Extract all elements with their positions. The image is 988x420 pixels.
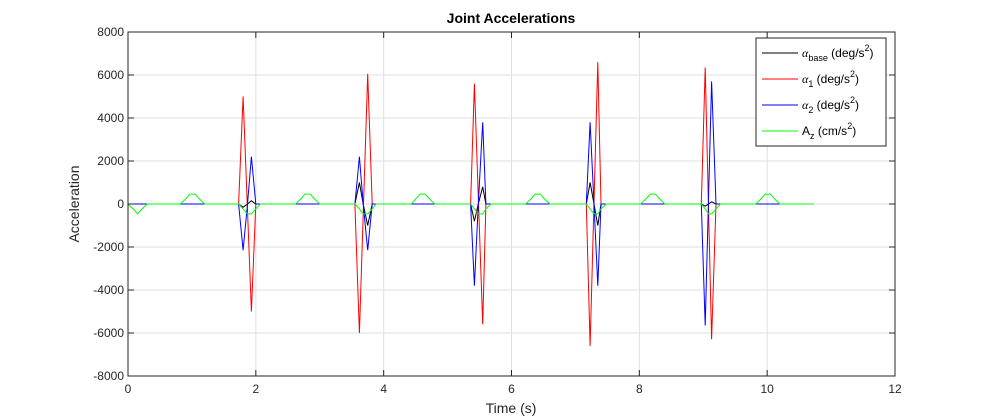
legend-items: αbase (deg/s2) α1 (deg/s2) α2 (deg/s2) Az (…	[762, 43, 874, 141]
x-tick-labels: 0 2 4 6 8 10 12	[125, 382, 902, 396]
ticks	[127, 31, 896, 377]
legend-label: α1 (deg/s2)	[802, 69, 859, 89]
series-line-3	[128, 81, 814, 326]
y-tick-label: -4000	[93, 283, 124, 297]
y-axis-label: Acceleration	[66, 165, 82, 242]
y-tick-label: -8000	[93, 369, 124, 383]
y-tick-label: 2000	[97, 154, 124, 168]
y-tick-label: 8000	[97, 25, 124, 39]
legend-label: α2 (deg/s2)	[802, 95, 859, 115]
x-tick-label: 6	[508, 382, 515, 396]
chart-title: Joint Accelerations	[447, 10, 576, 26]
y-tick-label: -2000	[93, 240, 124, 254]
y-tick-label: 6000	[97, 68, 124, 82]
x-tick-label: 8	[636, 382, 643, 396]
x-axis-label: Time (s)	[486, 400, 537, 416]
legend: αbase (deg/s2) α1 (deg/s2) α2 (deg/s2) Az (…	[755, 37, 887, 147]
x-tick-label: 12	[888, 382, 902, 396]
y-tick-label: -6000	[93, 326, 124, 340]
legend-box	[755, 37, 887, 147]
series-group	[127, 62, 814, 346]
legend-entry-1: αbase (deg/s2)	[762, 43, 874, 63]
legend-entry-2: α1 (deg/s2)	[762, 69, 859, 89]
legend-label: αbase (deg/s2)	[802, 43, 874, 63]
y-tick-labels: 8000 6000 4000 2000 0 -2000 -4000 -6000 -8000	[93, 25, 124, 383]
y-tick-label: 0	[117, 197, 124, 211]
series-line-4	[127, 193, 814, 215]
legend-entry-3: α2 (deg/s2)	[762, 95, 859, 115]
x-tick-label: 0	[125, 382, 132, 396]
x-tick-label: 4	[380, 382, 387, 396]
legend-entry-4: Az (cm/s2)	[762, 121, 856, 141]
x-tick-label: 10	[760, 382, 774, 396]
x-tick-label: 2	[252, 382, 259, 396]
y-tick-label: 4000	[97, 111, 124, 125]
legend-label: Az (cm/s2)	[802, 121, 856, 141]
